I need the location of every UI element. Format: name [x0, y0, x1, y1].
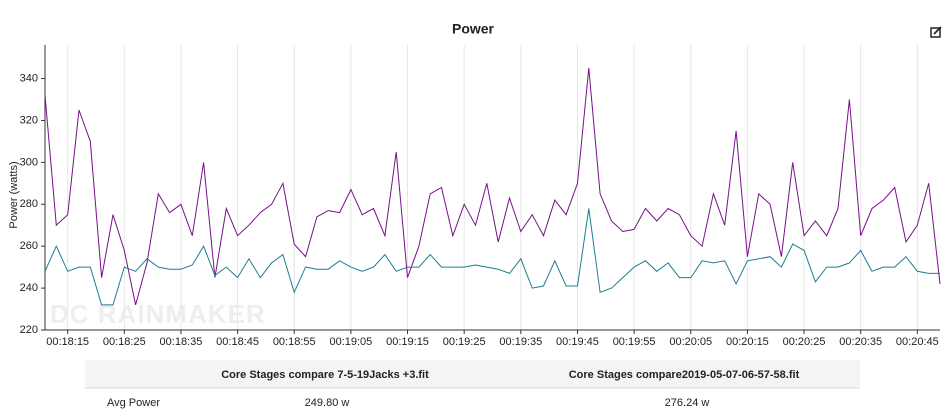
x-tick-label: 00:19:45 [556, 336, 599, 348]
x-tick-label: 00:20:05 [669, 336, 712, 348]
x-tick-label: 00:19:55 [613, 336, 656, 348]
y-tick-label: 220 [20, 324, 38, 336]
x-tick-label: 00:19:05 [329, 336, 372, 348]
table-header-bg [85, 360, 860, 388]
table-header: Core Stages compare 7-5-19Jacks +3.fit [221, 369, 429, 381]
y-axis-label: Power (watts) [8, 161, 20, 228]
x-tick-label: 00:19:25 [443, 336, 486, 348]
chart-title: Power [452, 21, 495, 37]
x-tick-label: 00:18:35 [160, 336, 203, 348]
y-tick-label: 240 [20, 282, 38, 294]
y-tick-label: 320 [20, 114, 38, 126]
x-tick-label: 00:20:15 [726, 336, 769, 348]
y-tick-label: 300 [20, 156, 38, 168]
x-tick-label: 00:19:35 [499, 336, 542, 348]
x-tick-label: 00:19:15 [386, 336, 429, 348]
x-tick-label: 00:20:35 [839, 336, 882, 348]
y-tick-label: 260 [20, 240, 38, 252]
x-tick-label: 00:20:45 [896, 336, 939, 348]
series-line [44, 68, 941, 306]
table-cell: 276.24 w [665, 397, 710, 409]
x-tick-label: 00:18:55 [273, 336, 316, 348]
y-tick-label: 280 [20, 198, 38, 210]
y-tick-label: 340 [20, 72, 38, 84]
edit-icon[interactable] [930, 26, 942, 38]
x-tick-label: 00:18:25 [103, 336, 146, 348]
watermark: DC RAINMAKER [50, 299, 266, 329]
table-header: Core Stages compare2019-05-07-06-57-58.f… [569, 369, 800, 381]
table-cell: Avg Power [107, 397, 160, 409]
x-tick-label: 00:20:25 [783, 336, 826, 348]
table-cell: 249.80 w [305, 397, 350, 409]
x-tick-label: 00:18:45 [216, 336, 259, 348]
x-tick-label: 00:18:15 [46, 336, 89, 348]
series-line [44, 208, 940, 306]
